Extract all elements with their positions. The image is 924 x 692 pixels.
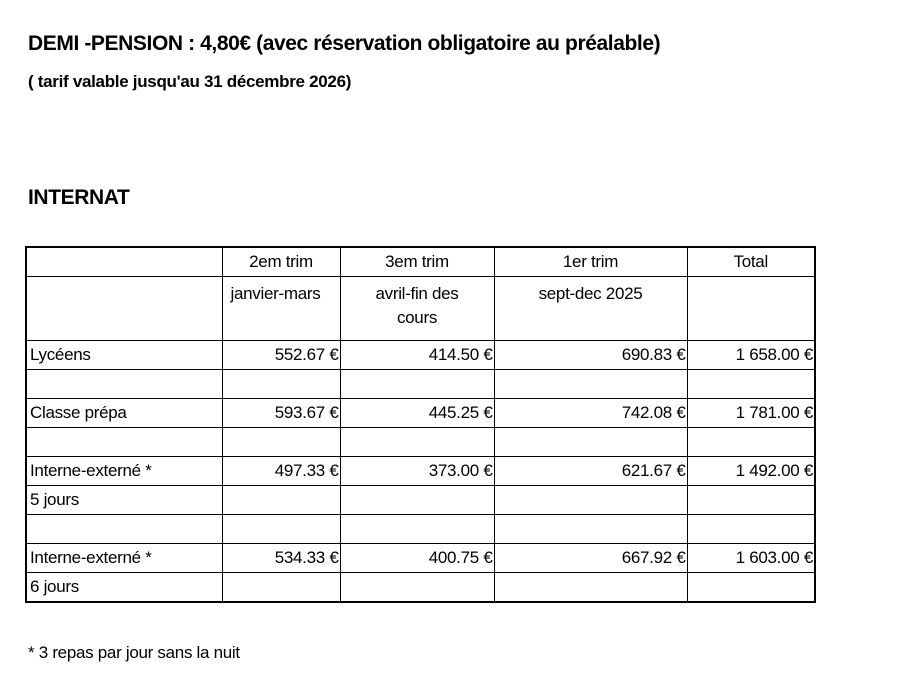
header-cell: Total <box>686 246 816 277</box>
header-cell: 1er trim <box>493 246 688 277</box>
table-header-row: 2em trim 3em trim 1er trim Total <box>25 246 816 277</box>
demi-pension-heading: DEMI -PENSION : 4,80€ (avec réservation … <box>28 32 661 55</box>
row-label-cell: 5 jours <box>25 485 223 515</box>
header-cell: 2em trim <box>221 246 341 277</box>
price-cell <box>686 427 816 457</box>
table-row <box>25 427 816 457</box>
price-cell <box>493 572 688 603</box>
internat-section-title: INTERNAT <box>28 186 130 209</box>
price-cell <box>339 369 495 399</box>
row-label-cell <box>25 369 223 399</box>
price-cell: 414.50 € <box>339 340 495 370</box>
subheader-cell <box>25 276 223 341</box>
price-cell <box>493 427 688 457</box>
price-cell <box>339 514 495 544</box>
price-cell: 593.67 € <box>221 398 341 428</box>
subheader-cell: avril-fin des cours <box>339 276 495 341</box>
price-cell <box>221 572 341 603</box>
table-row: Classe prépa 593.67 €445.25 €742.08 €1 78… <box>25 398 816 428</box>
table-row <box>25 369 816 399</box>
table-row <box>25 514 816 544</box>
table-row: 6 jours <box>25 572 816 603</box>
price-cell: 1 781.00 € <box>686 398 816 428</box>
price-cell: 534.33 € <box>221 543 341 573</box>
row-label-cell <box>25 514 223 544</box>
price-cell <box>686 572 816 603</box>
price-cell: 1 658.00 € <box>686 340 816 370</box>
row-label-cell: Interne-externé * <box>25 543 223 573</box>
price-cell <box>339 485 495 515</box>
footnote: * 3 repas par jour sans la nuit <box>28 643 240 662</box>
price-cell <box>493 369 688 399</box>
price-cell <box>221 485 341 515</box>
price-cell <box>493 485 688 515</box>
price-cell: 667.92 € <box>493 543 688 573</box>
price-cell: 742.08 € <box>493 398 688 428</box>
price-cell: 1 603.00 € <box>686 543 816 573</box>
table-row: Interne-externé * 534.33 €400.75 €667.92 … <box>25 543 816 573</box>
row-label-cell <box>25 427 223 457</box>
price-cell <box>221 369 341 399</box>
row-label-cell: 6 jours <box>25 572 223 603</box>
price-cell: 497.33 € <box>221 456 341 486</box>
subheader-cell: sept-dec 2025 <box>493 276 688 341</box>
table-row: Interne-externé * 497.33 €373.00 €621.67 … <box>25 456 816 486</box>
price-cell: 400.75 € <box>339 543 495 573</box>
internat-price-table: 2em trim 3em trim 1er trim Total janvier… <box>25 246 816 603</box>
price-cell <box>686 369 816 399</box>
table-row: 5 jours <box>25 485 816 515</box>
price-cell <box>339 427 495 457</box>
price-cell <box>339 572 495 603</box>
table-row: Lycéens 552.67 €414.50 €690.83 €1 658.00 … <box>25 340 816 370</box>
header-cell: 3em trim <box>339 246 495 277</box>
table-subheader-row: janvier-mars avril-fin des cours sept-de… <box>25 276 816 341</box>
price-cell: 690.83 € <box>493 340 688 370</box>
subheader-cell <box>686 276 816 341</box>
price-cell <box>686 485 816 515</box>
price-cell: 621.67 € <box>493 456 688 486</box>
row-label-cell: Classe prépa <box>25 398 223 428</box>
tariff-validity-note: ( tarif valable jusqu'au 31 décembre 202… <box>28 72 352 91</box>
price-cell <box>221 514 341 544</box>
price-cell: 552.67 € <box>221 340 341 370</box>
row-label-cell: Lycéens <box>25 340 223 370</box>
price-cell: 373.00 € <box>339 456 495 486</box>
price-cell <box>493 514 688 544</box>
price-cell: 1 492.00 € <box>686 456 816 486</box>
subheader-cell: janvier-mars <box>221 276 341 341</box>
row-label-cell: Interne-externé * <box>25 456 223 486</box>
header-cell <box>25 246 223 277</box>
price-cell <box>221 427 341 457</box>
price-cell <box>686 514 816 544</box>
price-cell: 445.25 € <box>339 398 495 428</box>
